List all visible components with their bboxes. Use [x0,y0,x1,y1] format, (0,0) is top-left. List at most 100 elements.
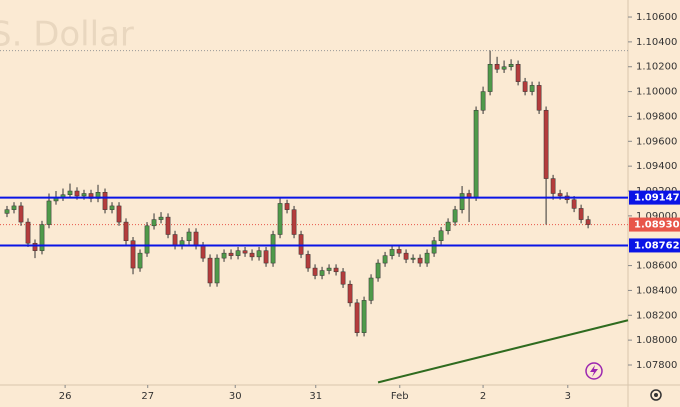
candle-body [116,205,122,223]
level-label: 1.09147 [634,193,680,204]
candle-body [165,216,171,235]
candle-body [319,270,325,276]
x-tick-label: 31 [309,391,322,402]
candle-body [207,257,213,284]
watermark: S. Dollar [0,15,134,55]
x-tick-label: 30 [229,391,242,402]
candle-body [431,240,437,254]
candle-body [529,85,535,92]
plot-area [0,0,628,385]
candle-body [228,252,234,256]
candle-body [389,249,395,256]
candle-body [508,63,514,67]
candle-body [102,192,108,210]
candle-body [480,91,486,111]
candle-body [494,63,500,70]
candle-body [172,234,178,246]
y-tick-label: 1.08600 [636,261,677,272]
candle-body [571,199,577,209]
candle-body [123,221,129,241]
level-label-box [629,238,680,253]
y-tick-label: 1.10400 [636,37,677,48]
candle-body [578,208,584,220]
candle-body [46,200,52,225]
candle-body [242,250,248,254]
candle-body [543,109,549,179]
candle-body [550,178,556,194]
candle-body [39,224,45,251]
candle-body [473,109,479,198]
x-tick-label: 2 [480,391,486,402]
candle-body [137,252,143,269]
candle-body [375,262,381,279]
candle-body [459,193,465,210]
lightning-icon[interactable] [585,362,603,380]
y-tick-label: 1.08200 [636,310,677,321]
candle-body [200,245,206,259]
y-tick-label: 1.08000 [636,335,677,346]
candle-body [144,225,150,254]
y-tick-label: 1.10600 [636,12,677,23]
y-tick-label: 1.08400 [636,285,677,296]
candle-body [368,277,374,301]
candle-body [557,193,563,197]
candle-body [130,240,136,269]
candle-body [361,300,367,333]
level-label: 1.08762 [634,240,680,251]
candle-body [536,85,542,111]
candle-body [256,250,262,258]
candle-body [32,242,38,251]
y-tick-label: 1.09800 [636,111,677,122]
candle-body [326,267,332,271]
candle-body [249,252,255,258]
candle-body [193,231,199,246]
candle-body [186,231,192,241]
candle-body [158,216,164,220]
candle-body [25,221,31,244]
candle-body [347,283,353,304]
candle-body [277,203,283,235]
candle-body [81,193,87,197]
candle-body [109,205,115,210]
candle-body [18,205,24,223]
last-price-box [629,217,680,232]
y-tick-label: 1.09000 [636,211,677,222]
candle-body [585,219,591,225]
y-tick-label: 1.07800 [636,360,677,371]
candle-body [424,252,430,264]
candle-body [452,209,458,223]
candle-body [67,190,73,195]
candle-body [291,209,297,235]
level-label-box [629,190,680,205]
candle-body [305,254,311,269]
candle-body [382,255,388,264]
candle-body [270,234,276,264]
settings-icon[interactable] [650,389,662,401]
candle-body [11,205,17,210]
candle-body [522,81,528,92]
candle-body [151,219,157,227]
x-tick-label: 26 [59,391,72,402]
candle-body [487,63,493,92]
candle-body [438,230,444,241]
candle-body [396,249,402,254]
last-price-label: 1.08930 [634,220,680,231]
candle-body [74,190,80,197]
x-tick-label: Feb [391,391,409,402]
x-tick-label: 3 [565,391,571,402]
y-tick-label: 1.09400 [636,161,677,172]
candle-body [445,221,451,232]
candle-body [340,271,346,285]
candle-body [284,203,290,210]
candle-body [333,267,339,273]
trendline [377,319,629,384]
candle-body [235,250,241,256]
candle-body [501,66,507,70]
candle-body [354,302,360,333]
y-tick-label: 1.10200 [636,62,677,73]
y-tick-label: 1.09600 [636,136,677,147]
candle-body [403,252,409,260]
candle-body [410,257,416,260]
candle-body [4,209,10,214]
